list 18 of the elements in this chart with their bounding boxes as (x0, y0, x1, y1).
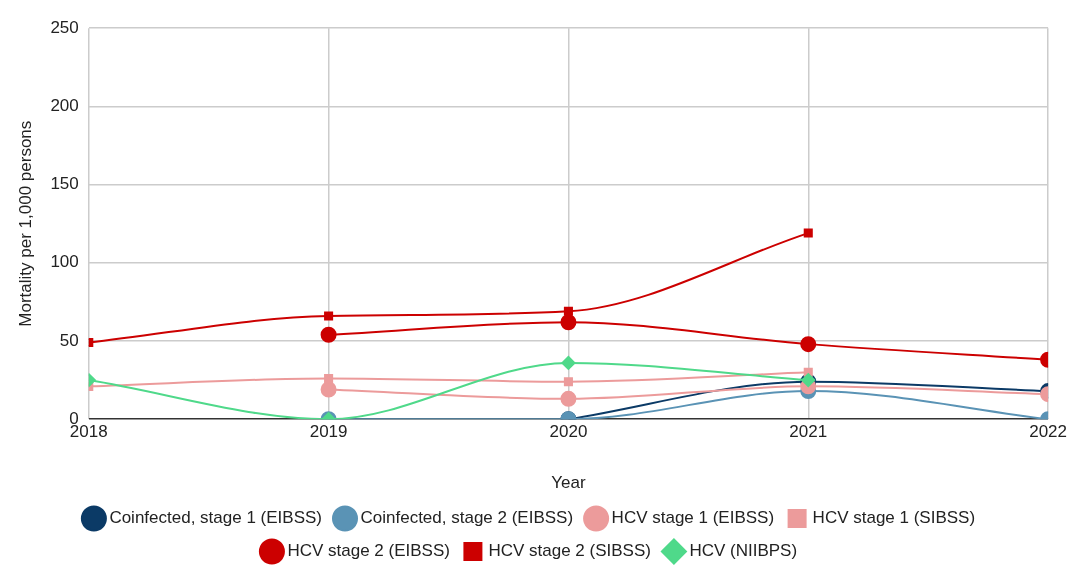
y-tick-label: 200 (50, 96, 79, 116)
legend-label: Coinfected, stage 2 (EIBSS) (360, 508, 574, 528)
y-tick-label: 50 (59, 330, 79, 350)
y-axis-title: Mortality per 1,000 persons (15, 120, 35, 327)
legend-label: Coinfected, stage 1 (EIBSS) (109, 508, 322, 528)
x-tick-label: 2019 (309, 422, 348, 442)
x-tick-label: 2022 (1029, 422, 1067, 442)
legend-label: HCV stage 2 (SIBSS) (488, 541, 651, 561)
y-tick-label: 250 (50, 17, 79, 37)
legend-label: HCV (NIIBPS) (689, 541, 798, 561)
y-tick-label: 100 (50, 252, 79, 272)
legend-label: HCV stage 1 (EIBSS) (611, 508, 775, 528)
legend-label: HCV stage 1 (SIBSS) (812, 508, 976, 528)
x-tick-label: 2020 (549, 422, 588, 442)
y-tick-label: 150 (50, 174, 79, 194)
x-axis-title: Year (551, 473, 586, 493)
x-tick-label: 2021 (789, 422, 828, 442)
legend-label: HCV stage 2 (EIBSS) (287, 541, 450, 561)
